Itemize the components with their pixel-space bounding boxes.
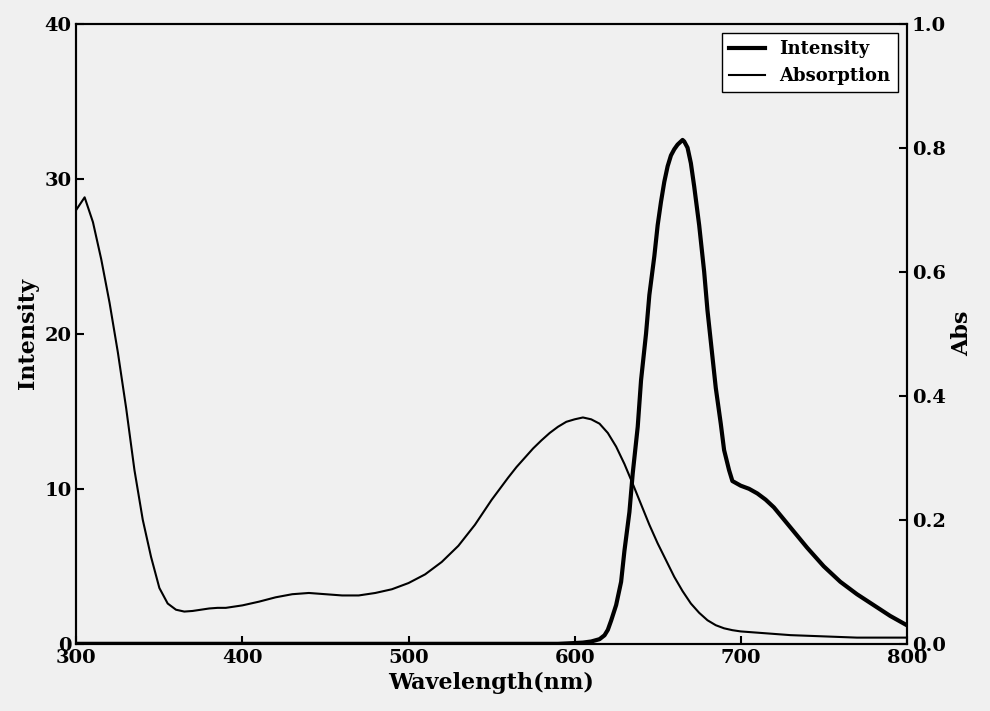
X-axis label: Wavelength(nm): Wavelength(nm) [389,672,595,695]
Absorption [352,591,364,599]
Absorption [78,193,90,202]
Absorption [901,634,913,642]
Legend: Intensity, Absorption: Intensity, Absorption [722,33,898,92]
Y-axis label: Intensity: Intensity [17,278,39,390]
Line: Intensity: Intensity [76,140,907,644]
Intensity [386,640,398,648]
Absorption [619,460,631,469]
Intensity [710,384,722,392]
Absorption [70,205,82,214]
Absorption [527,444,539,453]
Intensity [718,446,730,454]
Y-axis label: Abs: Abs [951,311,973,356]
Intensity [615,577,627,586]
Absorption [602,429,614,437]
Intensity [452,640,464,648]
Intensity [676,136,688,144]
Absorption [702,616,714,624]
Intensity [70,640,82,648]
Absorption [851,634,863,642]
Line: Absorption: Absorption [76,198,907,638]
Intensity [901,621,913,629]
Absorption [137,515,148,524]
Intensity [436,640,447,648]
